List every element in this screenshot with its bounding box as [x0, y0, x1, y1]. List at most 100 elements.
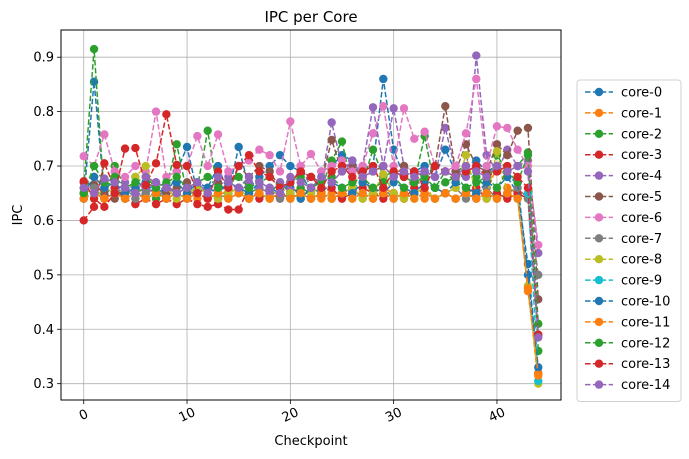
legend-marker: [594, 192, 604, 201]
data-point: [317, 172, 326, 182]
data-point: [523, 270, 533, 280]
data-point: [141, 172, 150, 182]
legend-label: core-14: [621, 378, 670, 393]
data-point: [472, 51, 481, 60]
legend-item-core-9: core-9: [585, 274, 662, 289]
data-point: [379, 183, 388, 192]
data-point: [523, 183, 533, 192]
data-point: [503, 167, 512, 176]
data-point: [110, 189, 119, 198]
data-point: [141, 180, 150, 190]
data-point: [379, 101, 388, 111]
data-point: [244, 150, 254, 160]
data-point: [151, 199, 161, 209]
legend-item-core-3: core-3: [585, 148, 662, 163]
data-point: [162, 110, 171, 119]
legend-item-core-12: core-12: [585, 336, 670, 351]
y-tick-label: 0.6: [33, 214, 54, 229]
data-point: [172, 189, 181, 198]
data-point: [89, 161, 99, 171]
legend-item-core-14: core-14: [585, 378, 670, 393]
data-point: [327, 194, 336, 203]
data-point: [410, 194, 419, 203]
data-point: [461, 183, 471, 192]
data-point: [461, 129, 471, 138]
data-point: [523, 150, 533, 160]
data-point: [399, 167, 409, 176]
data-point: [420, 167, 429, 176]
series-core-14: [79, 156, 543, 342]
data-point: [410, 134, 419, 144]
legend-marker: [594, 380, 604, 389]
data-point: [203, 172, 212, 182]
data-point: [492, 183, 502, 192]
data-point: [534, 333, 543, 342]
data-point: [337, 167, 347, 176]
data-point: [441, 189, 450, 198]
legend-item-core-1: core-1: [585, 106, 662, 121]
legend-label: core-11: [621, 315, 670, 330]
data-point: [203, 126, 212, 135]
data-point: [100, 130, 109, 139]
data-point: [100, 202, 109, 212]
legend-label: core-0: [621, 86, 662, 101]
data-point: [172, 172, 181, 182]
data-point: [523, 123, 533, 133]
data-point: [286, 161, 295, 171]
data-point: [534, 240, 543, 250]
series-line: [83, 78, 540, 246]
x-tick-label: 20: [280, 405, 301, 426]
data-point: [182, 142, 192, 152]
data-point: [534, 270, 543, 280]
data-point: [420, 183, 429, 192]
data-point: [120, 144, 130, 153]
data-point: [513, 126, 522, 135]
legend-marker: [594, 338, 604, 347]
data-point: [389, 104, 398, 113]
data-point: [203, 202, 212, 212]
data-point: [306, 194, 316, 203]
legend-marker: [594, 87, 604, 97]
data-point: [368, 167, 378, 176]
data-point: [441, 145, 450, 154]
y-tick-label: 0.8: [33, 105, 54, 120]
data-point: [441, 123, 450, 133]
x-tick-label: 0: [77, 407, 91, 424]
data-point: [244, 183, 254, 192]
data-point: [348, 172, 357, 182]
data-point: [296, 178, 305, 187]
data-point: [368, 103, 378, 112]
y-tick-label: 0.5: [33, 268, 54, 283]
data-point: [234, 142, 243, 152]
data-point: [172, 140, 181, 149]
data-point: [430, 161, 440, 171]
data-point: [141, 194, 150, 203]
legend-label: core-12: [621, 336, 670, 351]
legend-label: core-13: [621, 357, 670, 372]
legend-marker: [594, 234, 604, 243]
data-point: [203, 161, 212, 171]
data-point: [286, 117, 295, 126]
data-point: [151, 159, 161, 168]
data-point: [503, 150, 512, 160]
data-point: [348, 156, 357, 165]
data-point: [306, 172, 316, 182]
data-point: [472, 74, 481, 84]
y-tick-label: 0.4: [33, 323, 54, 338]
legend-marker: [594, 275, 604, 285]
data-point: [492, 140, 502, 149]
data-point: [79, 183, 88, 192]
data-point: [182, 161, 192, 171]
data-point: [131, 161, 140, 171]
legend-marker: [594, 255, 604, 264]
data-point: [337, 183, 347, 192]
x-tick-label: 40: [486, 405, 507, 426]
data-point: [472, 178, 481, 187]
series-line: [83, 192, 540, 381]
data-point: [275, 150, 285, 160]
y-tick-label: 0.3: [33, 377, 54, 392]
grid-lines: [61, 30, 561, 400]
data-point: [430, 183, 440, 192]
data-point: [203, 189, 212, 198]
data-point: [379, 161, 388, 171]
